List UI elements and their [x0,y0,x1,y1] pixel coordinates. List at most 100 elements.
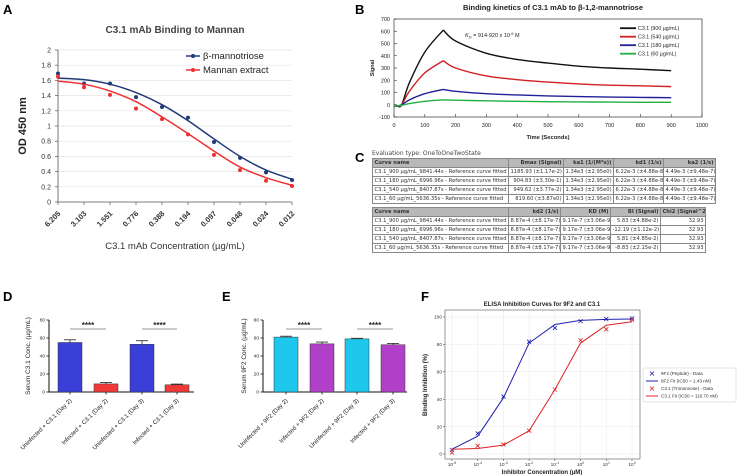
table-cell: 8.87e-4 (±8.17e-7) [508,234,561,244]
table-cell: 9.17e-7 (±3.06e-9) [560,234,611,244]
evaluation-type: Evaluation type: OneToOneTwoState [372,150,481,157]
kinetics-table-2: Curve name kd2 (1/s) KD (M) BI (Signal) Chi2… [372,207,706,253]
chart-a-ylabel: OD 450 nm [17,97,29,155]
chart-a-point-2 [238,168,242,173]
chart-f-data-marker-2 [629,317,635,323]
chart-a-ytick-label: 0.6 [41,154,51,161]
chart-a-ytick-label: 0 [47,200,51,207]
table-cell: 819.60 (±3.87e0) [508,194,564,204]
chart-a-point-1 [290,177,294,182]
chart-a-xtick-label: 3.103 [69,209,89,229]
table-row: C3.1_180 µg/mL_6996.96s - Reference curv… [372,176,716,186]
chart-b-ylabel: Signal [370,59,376,76]
chart-b-title: Binding kinetics of C3.1 mAb to β-1,2-ma… [463,3,643,12]
chart-b-ytick-label: 100 [381,91,390,97]
chart-d-ytick-label: 20 [40,372,46,378]
chart-f-fit-line-1 [451,318,633,450]
chart-a-point-2 [108,92,112,97]
chart-e-ytick-label: 20 [254,372,260,378]
chart-d-ylabel: Serum C3.1 Conc. (µg/mL) [25,317,32,395]
kinetics-table-1: Curve name Bmax (Signal) ka1 (1/(M*s)) kd1 … [372,158,716,204]
chart-f-legend-label: C3.1 (Trimannose) - Data [661,386,713,391]
chart-e-ytick-label: 40 [254,354,260,360]
chart-a-ytick-label: 1 [47,124,51,131]
chart-e-ylabel: Serum 9F2 Conc. (µg/mL) [241,318,248,393]
table-cell: 9.17e-7 (±3.06e-9) [560,243,611,253]
table-cell: 6.22e-3 (±4.88e-8) [613,194,664,204]
chart-b-xtick-label: 100 [420,123,429,129]
chart-b-xtick-label: 500 [543,123,552,129]
chart-f-xtick-label: 102 [628,461,635,468]
chart-a-point-2 [160,117,164,122]
chart-a-ytick-label: 0.4 [41,169,51,176]
chart-a-ytick-label: 1.8 [41,63,51,70]
chart-f-fit-line-3 [451,321,633,450]
table-cell: 32.93 [660,216,706,226]
tick-base: 10 [577,462,583,468]
table-cell: 949.62 (±3.77e-2) [508,185,564,195]
tick-base: 10 [473,462,479,468]
chart-a-xtick-label: 0.388 [147,209,167,229]
chart-a-ytick-label: 0.8 [41,139,51,146]
table-row: C3.1_900 µg/mL_9841.44s - Reference curv… [372,167,716,177]
table-cell: 9.17e-7 (±3.06e-9) [560,225,611,235]
chart-a-point-1 [160,105,164,109]
table-cell: 32.93 [660,243,706,253]
chart-f-data-marker-2 [604,327,609,332]
chart-a-point-2 [212,152,216,157]
tick-exponent: -1 [556,461,559,465]
chart-b-xlabel: Time (Seconds) [526,135,569,141]
chart-b-xtick-label: 700 [605,123,614,129]
chart-f-xtick-label: 101 [603,461,610,468]
table-cell: 4.49e-3 (±9.48e-7) [663,167,716,177]
chart-f-data-marker-2 [475,443,480,449]
table-cell: 8.87e-4 (±8.17e-7) [508,243,561,253]
chart-f-legend-box [642,367,737,403]
chart-b-xtick-label: 600 [574,123,583,129]
chart-a-xtick-label: 0.776 [121,209,141,229]
chart-d-bar [129,344,155,393]
chart-f-ytick-label: 60 [437,370,443,376]
chart-a-point-1 [186,115,190,120]
chart-a-xtick-label: 0.048 [225,209,245,229]
chart-b-legend-label: C3.1 (900 µg/mL) [638,26,680,32]
table-cell: C3.1_900 µg/mL_9841.44s - Reference curv… [372,216,509,226]
kd-symbol: K [465,33,469,39]
tick-exponent: -2 [530,461,533,465]
chart-a-ytick-label: 1.4 [41,93,51,100]
chart-b-ytick-label: 200 [381,78,390,84]
table-cell: 1.34e3 (±2.95e0) [563,167,614,177]
chart-a-point-2 [56,74,60,79]
chart-b-kd-annotation: KD = 914-920 x 10-9 M [465,31,520,40]
kd-value: = 914-920 x 10 [472,33,510,39]
chart-f-xtick-label: 10-4 [473,461,482,468]
chart-f-ytick-label: 100 [434,315,442,321]
table-cell: 5.81 (±4.85e-2) [610,234,661,244]
chart-a-title: C3.1 mAb Binding to Mannan [106,25,245,36]
chart-f-data-marker-0 [552,325,558,331]
chart-e-significance-label: **** [369,321,382,330]
chart-a-xlabel: C3.1 mAb Concentration (µg/mL) [105,241,245,252]
table-cell: 6.22e-3 (±4.88e-8) [613,176,664,186]
chart-e-bar [309,343,335,393]
chart-e-ytick-label: 60 [254,336,260,342]
chart-b-ytick-label: -100 [379,115,390,121]
table-row: C3.1_900 µg/mL_9841.44s - Reference curv… [372,216,706,226]
tick-exponent: -3 [505,461,508,465]
table-cell: 32.93 [660,225,706,235]
table-cell: C3.1_60 µg/mL_5636.35s - Reference curve… [372,243,509,253]
chart-f-data-marker-0 [578,318,583,324]
chart-a-point-2 [264,178,268,183]
chart-a-legend-label: β-mannotriose [203,51,264,62]
column-header: ka1 (1/(M*s)) [563,158,614,168]
chart-f-title: ELISA Inhibition Curves for 9F2 and C3.1 [484,302,601,308]
table-cell: 1.34e3 (±2.95e0) [563,194,614,204]
chart-b-ytick-label: 600 [381,29,390,35]
chart-f-data-marker-0 [629,316,635,321]
chart-f-plot-frame [444,309,641,460]
column-header: Bmax (Signal) [508,158,564,168]
chart-d-bar [57,342,83,393]
chart-f-ytick-label: 0 [439,452,442,458]
table-cell: 6.22e-3 (±4.88e-8) [613,167,664,177]
chart-a-point-2 [134,106,138,111]
